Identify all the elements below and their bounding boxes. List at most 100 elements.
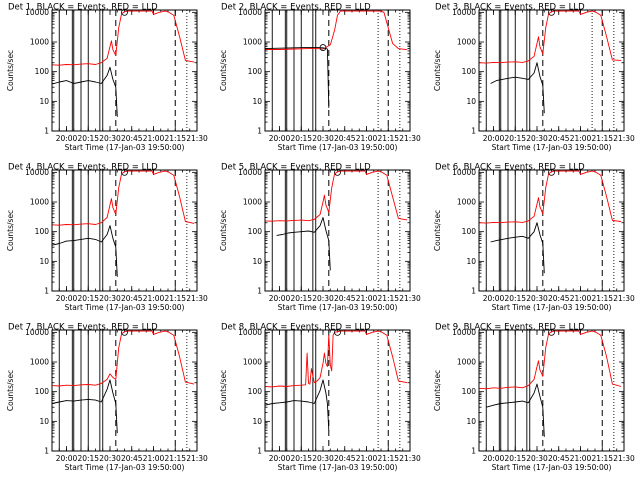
events-series-line	[276, 217, 331, 271]
y-tick-label: 1000	[243, 198, 262, 207]
y-tick-label: 1	[257, 287, 262, 296]
y-tick-label: 1000	[457, 38, 476, 47]
lld-series-line	[478, 10, 622, 64]
x-tick-label: 21:15	[377, 294, 399, 303]
y-tick-label: 10	[252, 257, 262, 266]
x-tick-label: 21:15	[164, 294, 186, 303]
x-tick-label: 21:30	[399, 454, 421, 463]
x-tick-label: 21:15	[377, 454, 399, 463]
x-tick-label: 21:30	[186, 454, 208, 463]
plot-frame	[51, 329, 198, 452]
x-tick-label: 21:00	[570, 294, 592, 303]
y-tick-label: 10	[466, 257, 476, 266]
y-tick-label: 100	[248, 227, 263, 236]
y-tick-label: 100	[462, 227, 477, 236]
x-tick-label: 21:00	[356, 454, 378, 463]
chart-panel-9: Det 9, BLACK = Events, RED = LLD Counts/s…	[433, 323, 635, 473]
x-tick-label: 20:15	[77, 134, 99, 143]
x-tick-label: 20:00	[269, 454, 291, 463]
peak-circle-marker	[548, 168, 555, 176]
y-tick-label: 100	[35, 387, 50, 396]
x-tick-label: 20:30	[526, 134, 548, 143]
events-series-line	[51, 379, 118, 434]
x-tick-label: 21:00	[143, 294, 165, 303]
y-axis-label: Counts/sec	[433, 210, 442, 251]
x-axis-label: Start Time (17-Jan-03 19:50:00)	[65, 143, 185, 152]
x-tick-label: 21:30	[399, 294, 421, 303]
y-tick-label: 1	[44, 127, 49, 136]
x-tick-label: 21:00	[356, 134, 378, 143]
events-series-line	[51, 225, 118, 277]
x-tick-label: 20:45	[121, 294, 143, 303]
chart-panel-4: Det 4, BLACK = Events, RED = LLD Counts/s…	[6, 163, 208, 313]
x-tick-label: 20:45	[548, 134, 570, 143]
x-tick-label: 21:15	[591, 294, 613, 303]
y-axis-label: Counts/sec	[433, 370, 442, 411]
chart-panel-8: Det 8, BLACK = Events, RED = LLD Counts/s…	[219, 323, 421, 473]
y-tick-label: 100	[248, 387, 263, 396]
x-tick-label: 20:15	[504, 134, 526, 143]
y-axis-label: Counts/sec	[6, 50, 15, 91]
x-tick-label: 20:45	[334, 294, 356, 303]
y-tick-label: 10	[39, 257, 49, 266]
y-axis-label: Counts/sec	[6, 210, 15, 251]
lld-series-line	[264, 170, 408, 222]
x-tick-label: 21:15	[164, 454, 186, 463]
plot-frame	[478, 9, 625, 132]
lld-series-line	[478, 170, 622, 224]
x-tick-label: 20:30	[526, 454, 548, 463]
x-tick-label: 20:30	[312, 454, 334, 463]
x-tick-label: 20:30	[312, 134, 334, 143]
y-tick-label: 1	[471, 127, 476, 136]
y-tick-label: 100	[462, 67, 477, 76]
x-tick-label: 20:00	[56, 454, 78, 463]
x-tick-label: 21:15	[591, 134, 613, 143]
plot-frame	[51, 9, 198, 132]
x-axis-label: Start Time (17-Jan-03 19:50:00)	[65, 463, 185, 472]
x-tick-label: 20:15	[504, 294, 526, 303]
y-tick-label: 10000	[238, 168, 262, 177]
x-tick-label: 20:45	[334, 454, 356, 463]
x-tick-label: 20:15	[290, 294, 312, 303]
x-tick-label: 20:30	[99, 134, 121, 143]
y-tick-label: 10000	[452, 168, 476, 177]
x-axis-label: Start Time (17-Jan-03 19:50:00)	[65, 303, 185, 312]
x-axis-label: Start Time (17-Jan-03 19:50:00)	[492, 303, 612, 312]
lld-series-line	[265, 10, 408, 51]
x-tick-label: 21:00	[356, 294, 378, 303]
x-tick-label: 21:00	[143, 134, 165, 143]
x-tick-label: 21:00	[570, 454, 592, 463]
y-tick-label: 10	[252, 417, 262, 426]
x-tick-label: 20:00	[56, 294, 78, 303]
chart-panel-5: Det 5, BLACK = Events, RED = LLD Counts/s…	[219, 163, 421, 313]
y-tick-label: 1	[257, 127, 262, 136]
x-tick-label: 20:15	[77, 294, 99, 303]
plot-frame	[264, 169, 411, 292]
y-tick-label: 10	[39, 97, 49, 106]
x-tick-label: 20:15	[290, 454, 312, 463]
chart-title: Det 4, BLACK = Events, RED = LLD	[8, 163, 158, 173]
y-tick-label: 10	[252, 97, 262, 106]
x-tick-label: 21:30	[613, 454, 635, 463]
lld-series-line	[51, 330, 195, 387]
y-tick-label: 1000	[243, 38, 262, 47]
y-tick-label: 10000	[452, 328, 476, 337]
y-tick-label: 1000	[457, 198, 476, 207]
plot-frame	[478, 329, 625, 452]
chart-panel-2: Det 2, BLACK = Events, RED = LLD Counts/s…	[219, 3, 421, 153]
y-tick-label: 100	[35, 67, 50, 76]
y-tick-label: 1000	[30, 198, 49, 207]
y-tick-label: 10000	[25, 328, 49, 337]
events-series-line	[490, 222, 545, 274]
x-axis-label: Start Time (17-Jan-03 19:50:00)	[278, 143, 398, 152]
chart-title: Det 2, BLACK = Events, RED = LLD	[221, 3, 371, 13]
x-tick-label: 21:00	[143, 454, 165, 463]
x-axis-label: Start Time (17-Jan-03 19:50:00)	[278, 463, 398, 472]
chart-panel-1: Det 1, BLACK = Events, RED = LLD Counts/s…	[6, 3, 208, 153]
y-tick-label: 1	[257, 447, 262, 456]
y-tick-label: 100	[35, 227, 50, 236]
y-tick-label: 100	[248, 67, 263, 76]
y-tick-label: 10000	[238, 8, 262, 17]
chart-title: Det 8, BLACK = Events, RED = LLD	[221, 323, 371, 333]
